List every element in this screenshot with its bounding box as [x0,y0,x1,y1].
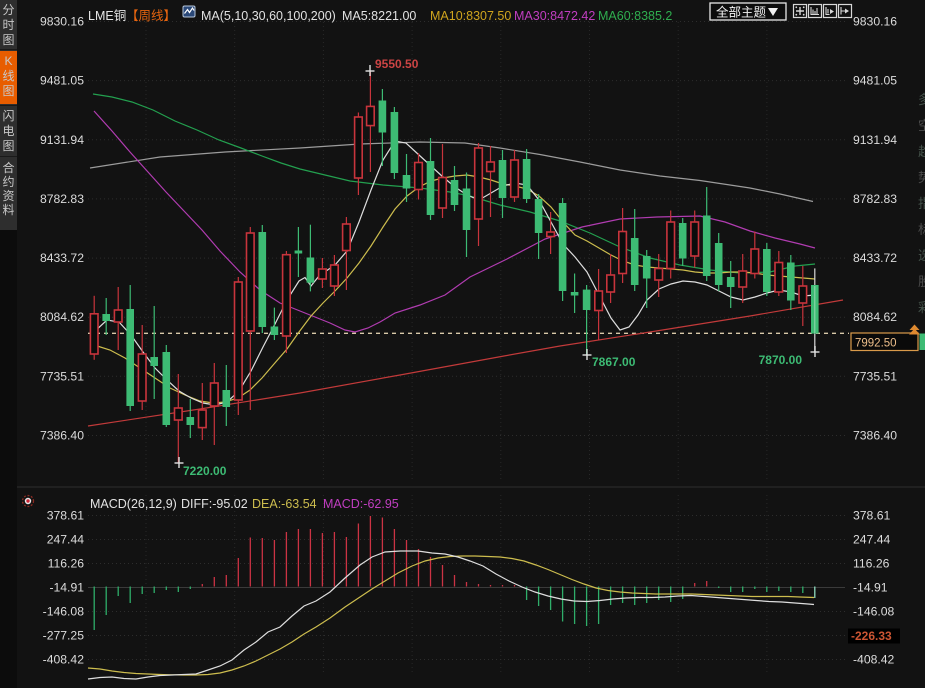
svg-text:分: 分 [2,3,14,17]
svg-text:8084.62: 8084.62 [853,310,897,324]
svg-text:116.26: 116.26 [853,557,890,571]
svg-text:空: 空 [918,118,925,133]
svg-text:9131.94: 9131.94 [40,133,84,147]
svg-text:线: 线 [2,69,14,83]
svg-text:9830.16: 9830.16 [853,15,897,29]
svg-text:MA30:8472.42: MA30:8472.42 [514,9,595,23]
svg-text:8433.72: 8433.72 [853,251,897,265]
svg-text:-408.42: -408.42 [853,653,895,667]
svg-text:全部主题: 全部主题 [716,5,767,20]
svg-text:K: K [4,54,12,68]
svg-text:指: 指 [918,196,925,211]
svg-text:7735.51: 7735.51 [853,369,897,383]
svg-text:7992.50: 7992.50 [855,338,897,350]
svg-text:-226.33: -226.33 [851,629,892,643]
svg-text:图: 图 [2,139,14,153]
svg-text:7386.40: 7386.40 [853,429,897,443]
svg-text:DIFF:-95.02: DIFF:-95.02 [181,497,248,511]
svg-text:9131.94: 9131.94 [853,133,897,147]
svg-text:116.26: 116.26 [48,557,85,571]
svg-text:247.44: 247.44 [853,533,890,547]
svg-text:约: 约 [2,174,14,189]
svg-text:-14.91: -14.91 [853,581,888,595]
svg-text:LME铜: LME铜 [88,8,126,23]
svg-text:7867.00: 7867.00 [592,355,636,369]
svg-text:-146.08: -146.08 [853,605,895,619]
svg-text:MA5:8221.00: MA5:8221.00 [342,9,416,23]
svg-text:MA10:8307.50: MA10:8307.50 [430,9,511,23]
svg-text:图: 图 [2,33,14,47]
svg-text:多: 多 [918,92,925,107]
svg-text:9830.16: 9830.16 [40,15,84,29]
svg-text:MA(5,10,30,60,100,200): MA(5,10,30,60,100,200) [201,9,336,23]
svg-text:趋: 趋 [918,144,925,159]
svg-text:9481.05: 9481.05 [40,74,84,88]
svg-text:378.61: 378.61 [47,509,84,523]
svg-text:时: 时 [2,18,14,32]
svg-text:7386.40: 7386.40 [40,429,84,443]
svg-text:-408.42: -408.42 [43,653,85,667]
svg-text:8084.62: 8084.62 [40,310,84,324]
svg-text:电: 电 [2,124,14,138]
svg-text:-277.25: -277.25 [43,629,85,643]
svg-text:闪: 闪 [2,109,14,123]
svg-text:MA60:8385.2: MA60:8385.2 [598,9,672,23]
svg-text:合: 合 [2,160,14,175]
svg-text:DEA:-63.54: DEA:-63.54 [252,497,317,511]
svg-text:【周线】: 【周线】 [126,9,176,23]
svg-text:-14.91: -14.91 [49,581,84,595]
svg-text:-146.08: -146.08 [43,605,85,619]
svg-text:7735.51: 7735.51 [40,369,84,383]
svg-text:资: 资 [2,189,14,203]
svg-text:MACD:-62.95: MACD:-62.95 [323,497,399,511]
svg-text:378.61: 378.61 [853,509,890,523]
svg-text:标: 标 [918,222,925,237]
svg-text:247.44: 247.44 [47,533,84,547]
svg-text:7220.00: 7220.00 [183,464,227,478]
svg-text:料: 料 [2,203,14,217]
svg-text:MACD(26,12,9): MACD(26,12,9) [90,497,177,511]
svg-text:8782.83: 8782.83 [40,192,84,206]
svg-text:势: 势 [918,170,925,185]
svg-text:图: 图 [2,84,14,98]
svg-text:股: 股 [918,274,925,289]
svg-text:7870.00: 7870.00 [759,353,803,367]
svg-text:彩: 彩 [918,300,925,315]
svg-text:9550.50: 9550.50 [375,57,419,71]
svg-text:选: 选 [918,248,925,263]
svg-text:8782.83: 8782.83 [853,192,897,206]
svg-text:9481.05: 9481.05 [853,74,897,88]
svg-text:8433.72: 8433.72 [40,251,84,265]
